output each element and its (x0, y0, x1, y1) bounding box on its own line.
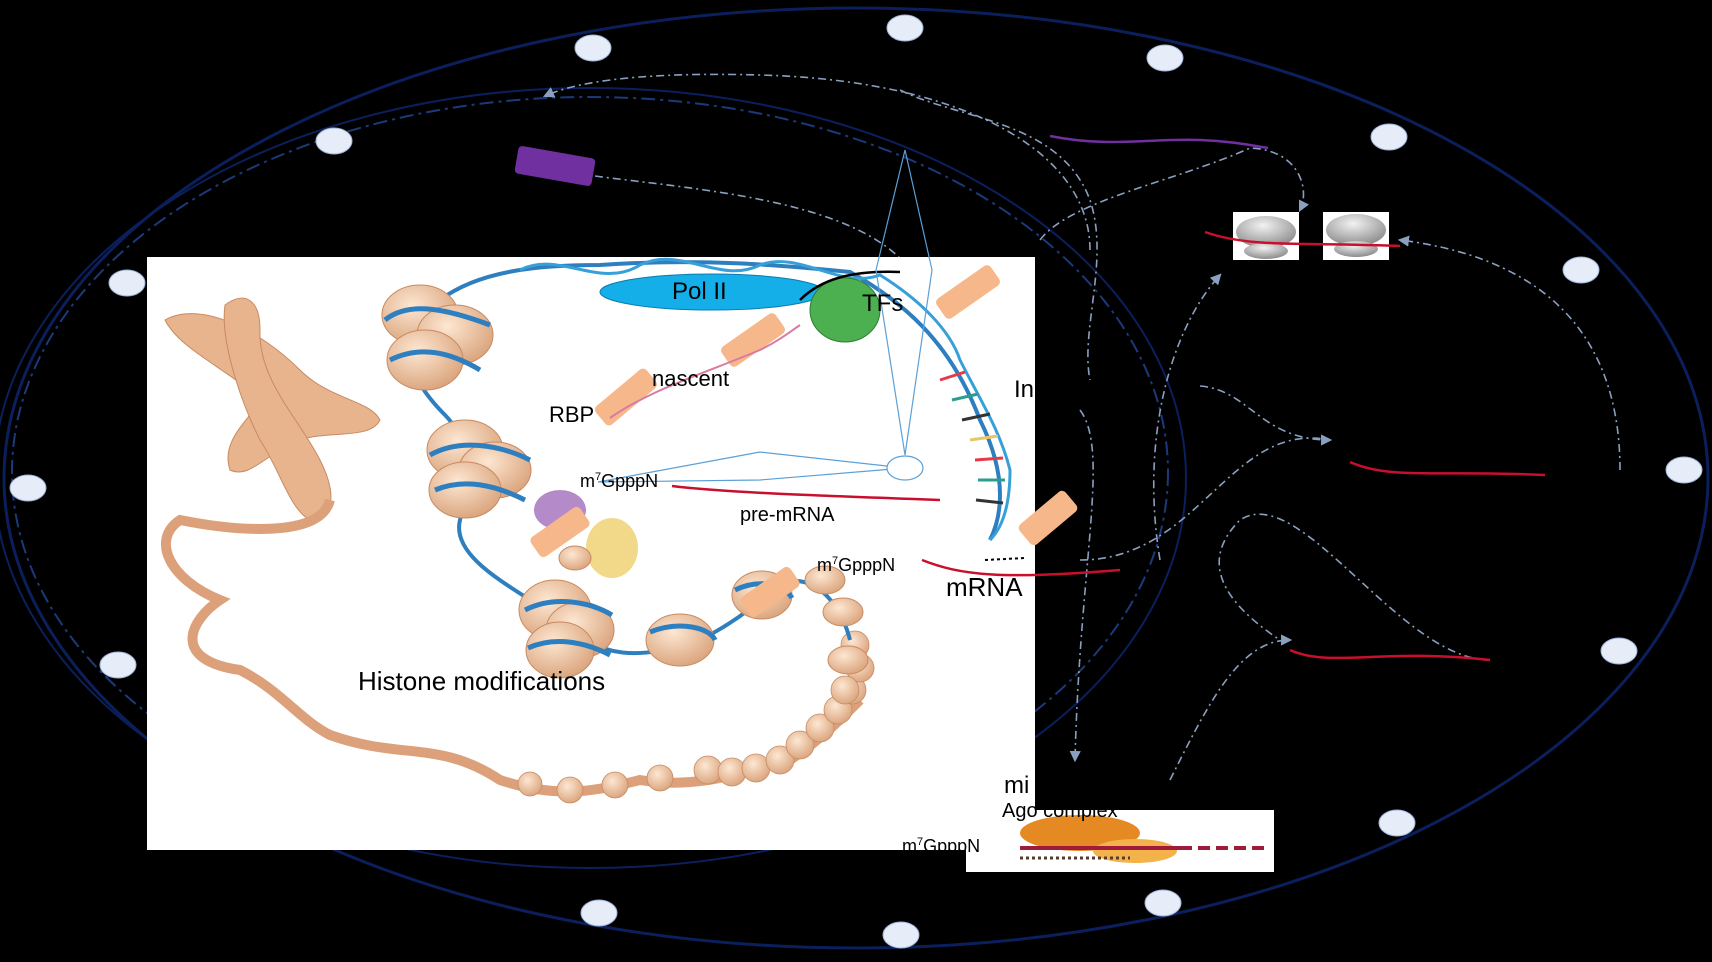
pore (108, 269, 146, 297)
ribosome-2-large (1326, 214, 1386, 246)
small-nucleosome (558, 545, 592, 571)
rbp-4 (530, 506, 590, 558)
dna-helix (519, 257, 1012, 542)
pore (580, 899, 618, 927)
mrna-label: mRNA (946, 572, 1023, 602)
mrna-line (921, 558, 1121, 577)
rbp-1 (595, 368, 657, 426)
arrow-ribo-up (1152, 273, 1222, 561)
mrna-cytoplasm-1 (1204, 230, 1401, 248)
arrow-mid-right (1199, 385, 1333, 446)
nucleosome-1 (381, 284, 494, 391)
rung (951, 392, 979, 402)
tfs-label: TFs (862, 290, 904, 317)
nascent-label: nascent (652, 366, 730, 391)
pore (1562, 256, 1600, 284)
tf-dna-link (799, 270, 901, 301)
rung (961, 412, 991, 422)
nuclear-envelope-outer (0, 87, 1187, 869)
bead (517, 771, 543, 797)
rung (975, 498, 1004, 505)
spindle-lines (597, 149, 933, 483)
cap1-label: m7GpppN (580, 471, 659, 491)
nucleosome-2 (426, 419, 532, 519)
pore (1144, 889, 1182, 917)
mrna-cytoplasm-3 (1289, 648, 1491, 662)
bead (785, 730, 815, 760)
nascent-rna (609, 324, 801, 419)
pore (99, 651, 137, 679)
dna-rungs (939, 370, 1005, 505)
arrow-right-loop (1397, 235, 1621, 471)
bead (601, 771, 629, 799)
bead (830, 675, 860, 705)
pol2-label: Pol II (672, 278, 727, 305)
pre-mrna (671, 484, 941, 502)
pore (1370, 123, 1408, 151)
rbp-6 (1018, 490, 1078, 546)
rung (939, 370, 966, 382)
ncrna-block (514, 146, 596, 186)
pore (886, 14, 924, 42)
chromosome (164, 297, 381, 521)
ago-complex-bottom (1093, 839, 1177, 863)
in-label: In (1014, 376, 1035, 403)
rbp-3 (936, 265, 1000, 319)
pore (9, 474, 47, 502)
bead (646, 764, 674, 792)
bead (765, 745, 795, 775)
arrow-lower-loop (1218, 513, 1491, 661)
pore (1600, 637, 1638, 665)
rung (969, 434, 999, 442)
dotted-tail (984, 557, 1026, 561)
nucleosome-4 (645, 613, 718, 667)
pore (1665, 456, 1703, 484)
bead (556, 776, 584, 804)
arrow-down-nuclear (1069, 409, 1094, 763)
tf-complex (809, 277, 881, 343)
rbp-2 (721, 313, 785, 367)
mi-label: mi (1004, 772, 1030, 799)
arrow-up-to-ribo (1169, 634, 1293, 781)
nucleosome-6 (804, 565, 869, 675)
yellow-protein (586, 518, 638, 578)
cell-membrane (2, 6, 1710, 950)
bead (805, 713, 835, 743)
cap3-label: m7GpppN (902, 836, 981, 856)
pore (882, 921, 920, 949)
pore (315, 127, 353, 155)
ribosome-1-large (1236, 216, 1296, 248)
premrna-label: pre-mRNA (740, 504, 835, 526)
rbp-proteins (530, 265, 1078, 618)
pore (1146, 44, 1184, 72)
rbp-label: RBP (549, 402, 595, 427)
cap2-label: m7GpppN (817, 555, 896, 575)
pore (1378, 809, 1416, 837)
ago-label: Ago complex (1002, 800, 1118, 822)
histone-label: Histone modifications (358, 666, 606, 696)
nuclear-pores (9, 14, 1703, 949)
rbp-5 (740, 566, 800, 618)
purple-rna-line (1049, 134, 1269, 150)
mrna-cytoplasm-2 (1349, 460, 1546, 477)
pore (574, 34, 612, 62)
nucleosome-3 (518, 579, 615, 679)
arrow-purple-to-pol (594, 175, 914, 274)
ribosome-1-small (1244, 243, 1288, 259)
arrow-top-return (542, 73, 1091, 251)
chromatin-fiber (160, 498, 875, 804)
rung (974, 456, 1004, 462)
arrow-mrna-loop (1079, 437, 1331, 561)
bead (717, 757, 747, 787)
